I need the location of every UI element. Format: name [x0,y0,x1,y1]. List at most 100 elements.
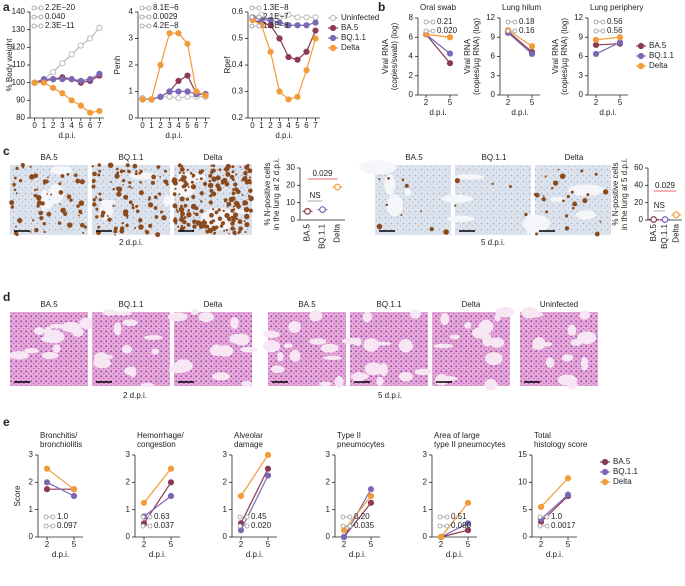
panel-label: b [378,0,385,14]
data-point [50,68,57,76]
micrograph-label: Uninfected [540,300,578,309]
airspace [318,381,332,387]
stain [183,226,186,229]
stain [233,200,239,206]
y-tick-label: 2 [326,477,331,486]
stain [218,168,222,172]
stain [210,170,214,175]
chart-title: Bronchitis/ [40,431,78,440]
stain [187,209,191,212]
stain [420,210,423,213]
stain [224,215,227,218]
stain [34,188,37,192]
data-point [40,79,47,86]
stain [175,208,178,211]
y-tick-label: 40 [634,180,643,189]
airspace [9,350,29,360]
data-point [77,102,84,109]
stain [248,195,254,202]
stain [544,175,547,178]
airspace [163,195,171,207]
stain [119,169,124,174]
stain [541,197,546,202]
airspace [216,345,234,357]
annotation-symbol [146,5,152,11]
airspace [43,326,53,340]
annotation-symbol [512,28,518,34]
stain [191,173,196,178]
stain [542,195,545,197]
y-tick-label: 3 [29,450,34,459]
annotation-symbol [537,514,543,520]
y-tick-label: 0 [126,532,131,541]
stain [401,178,405,181]
y-tick-label: 5 [523,505,528,514]
stain [228,232,230,235]
annotation: 0.037 [154,521,175,530]
data-point [70,492,78,500]
y-tick-label: 0 [291,215,296,224]
stain [174,178,178,182]
stain [78,200,85,206]
annotation-symbol [430,28,436,34]
data-point [96,107,103,115]
stain [559,173,566,180]
data-point [340,533,348,541]
stain [582,197,588,204]
airspace [56,334,65,341]
stain [128,180,132,185]
x-axis-label: d.p.i. [546,550,563,559]
stain [211,191,217,197]
annotation-symbol [505,19,511,25]
stain [179,196,185,202]
x-tick-label: 2 [239,540,244,549]
x-tick-label: 2 [594,98,599,107]
airspace [320,343,339,353]
airspace [409,309,422,319]
stain [195,220,202,226]
data-point [464,527,472,534]
stain [10,205,14,209]
annotation-symbol [249,23,255,29]
micrograph-label: BA.5 [298,300,316,309]
y-tick-label: 100 [12,78,26,87]
stain [116,171,120,175]
stain [151,174,157,180]
stain [602,189,609,195]
airspace [440,194,474,203]
x-tick-label: 2 [268,121,273,130]
data-point [59,76,66,83]
stain [92,171,97,177]
x-tick-label: 5 [566,540,571,549]
data-point [264,451,272,459]
airspace [464,321,472,329]
airspace [93,358,112,369]
stain [244,221,250,228]
annotation-symbol [430,19,436,25]
data-point [184,88,191,95]
y-tick-label: 0 [491,90,496,99]
x-tick-label: BQ.1.1 [318,223,327,248]
chart-title: Lung hilum [502,3,541,12]
stain [29,174,35,180]
stain [58,182,62,186]
annotation-symbol [139,5,145,11]
stain [92,198,96,202]
y-tick-label: 6 [491,52,496,61]
airspace [532,343,539,350]
airspace [151,348,160,355]
legend-marker [329,24,337,32]
data-point [276,19,283,26]
stain [571,206,575,210]
y-tick-label: 90 [16,95,25,104]
panel-label: c [3,144,10,158]
stain [153,206,158,210]
stain [176,210,179,213]
annotation-symbol [237,514,243,520]
stain [181,185,184,187]
y-tick-label: 30 [286,163,295,172]
stain [123,194,129,200]
stain [159,210,163,214]
data-point [175,30,182,37]
stain [429,226,434,232]
